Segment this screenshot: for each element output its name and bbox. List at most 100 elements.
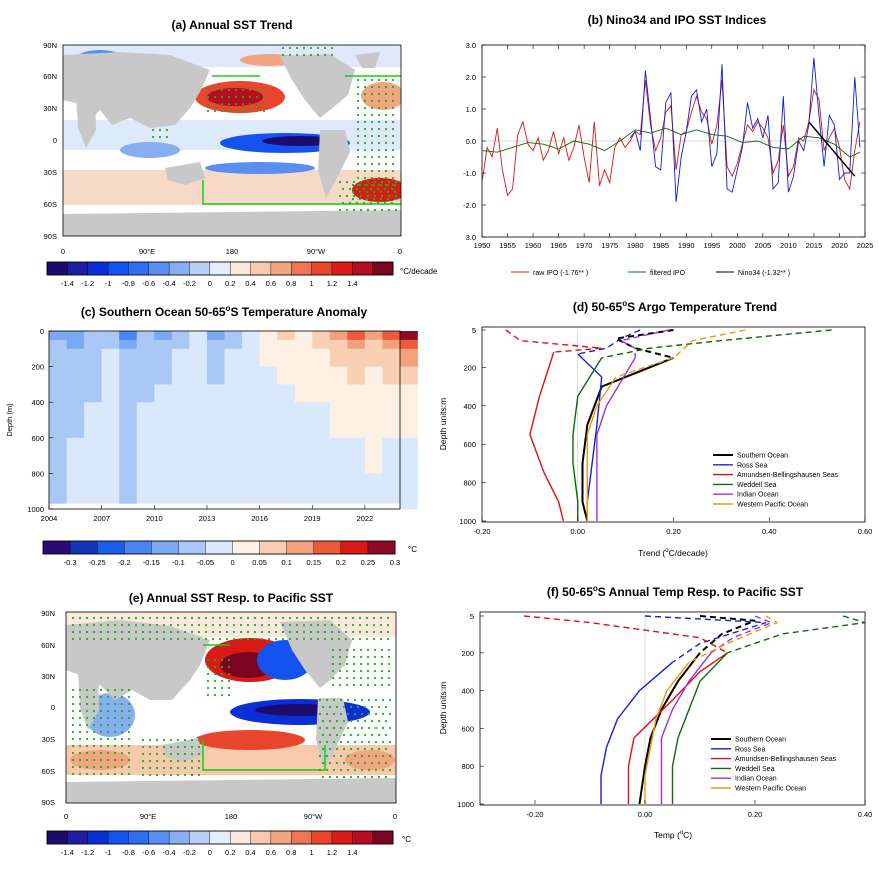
x-tick-label: 2019 xyxy=(304,514,321,523)
significance-dot xyxy=(85,716,89,720)
significance-dot xyxy=(374,726,378,730)
significance-dot xyxy=(365,190,369,194)
significance-dot xyxy=(390,187,394,191)
significance-dot xyxy=(387,676,391,680)
heatmap-cell xyxy=(206,348,225,367)
significance-dot xyxy=(113,688,117,692)
significance-dot xyxy=(281,637,285,641)
significance-dot xyxy=(384,705,388,709)
significance-dot xyxy=(183,630,187,634)
profile-line xyxy=(644,661,690,804)
heatmap-cell xyxy=(154,402,173,439)
significance-dot xyxy=(353,754,357,758)
panel-a-lon-tick: 180 xyxy=(226,247,239,256)
significance-dot xyxy=(384,148,388,152)
significance-dot xyxy=(339,740,343,744)
colorbar-label: 0.25 xyxy=(361,558,376,567)
significance-dot xyxy=(213,658,217,662)
significance-dot xyxy=(78,758,82,762)
significance-dot xyxy=(351,190,355,194)
panel-e-lon-tick: 0 xyxy=(64,812,68,821)
heatmap-cell xyxy=(364,402,383,439)
significance-dot xyxy=(120,765,124,769)
heatmap-cell xyxy=(312,437,331,474)
significance-dot xyxy=(380,194,384,198)
heatmap-cell xyxy=(400,384,418,403)
heatmap-cell xyxy=(154,366,173,385)
colorbar-label: -0.6 xyxy=(142,279,155,288)
y-tick-label: -1.0 xyxy=(463,169,476,178)
significance-dot xyxy=(321,761,325,765)
significance-dot xyxy=(337,630,341,634)
significance-dot xyxy=(353,712,357,716)
legend-raw-ipo: raw IPO (-1.76** ) xyxy=(533,270,588,277)
significance-dot xyxy=(260,630,264,634)
heatmap-cell xyxy=(189,402,208,439)
significance-dot xyxy=(120,695,124,699)
colorbar-box xyxy=(270,830,292,845)
heatmap-cell xyxy=(259,331,278,341)
significance-dot xyxy=(176,752,180,756)
panel-a-frame xyxy=(62,44,402,237)
significance-dot xyxy=(377,92,381,96)
heatmap-cell xyxy=(101,402,120,439)
heatmap-cell xyxy=(294,331,313,341)
heatmap-cell xyxy=(189,437,208,474)
significance-dot xyxy=(391,148,395,152)
significance-dot xyxy=(227,109,231,113)
significance-dot xyxy=(213,665,217,669)
significance-dot xyxy=(358,623,362,627)
significance-dot xyxy=(127,751,131,755)
panel-a-lat-tick: 0 xyxy=(53,136,57,145)
significance-dot xyxy=(71,688,75,692)
panel-a-lat-ticks: 90N 60N 30N 0 30S 60S 90S xyxy=(43,41,57,241)
heatmap-cell xyxy=(364,339,383,350)
x-tick-label: 1980 xyxy=(627,241,644,250)
significance-dot xyxy=(92,716,96,720)
colorbar-box xyxy=(372,830,394,845)
significance-dot xyxy=(148,773,152,777)
significance-dot xyxy=(366,676,370,680)
significance-dot xyxy=(370,141,374,145)
y-tick-label: 1.0 xyxy=(466,105,476,114)
heatmap-cell xyxy=(347,437,366,474)
significance-dot xyxy=(106,688,110,692)
significance-dot xyxy=(99,702,103,706)
significance-dot xyxy=(366,669,370,673)
significance-dot xyxy=(358,183,362,187)
significance-dot xyxy=(213,102,217,106)
significance-dot xyxy=(335,747,339,751)
significance-dot xyxy=(351,630,355,634)
panel-e-lon-tick: 90°E xyxy=(140,812,156,821)
heatmap-cell xyxy=(312,348,331,367)
significance-dot xyxy=(360,740,364,744)
significance-dot xyxy=(365,183,369,187)
colorbar-box xyxy=(291,261,313,276)
significance-dot xyxy=(377,747,381,751)
panel-d-title: (d) 50-65oS Argo Temperature Trend xyxy=(573,299,777,314)
significance-dot xyxy=(384,775,388,779)
significance-dot xyxy=(302,623,306,627)
significance-dot xyxy=(331,683,335,687)
significance-dot xyxy=(363,141,367,145)
heatmap-cell xyxy=(400,348,418,367)
significance-dot xyxy=(325,754,329,758)
panel-e-lat-tick: 30N xyxy=(41,672,55,681)
significance-dot xyxy=(330,616,334,620)
significance-dot xyxy=(344,637,348,641)
significance-dot xyxy=(206,672,210,676)
panel-c-ylabel: Depth (m) xyxy=(5,403,14,437)
significance-dot xyxy=(363,120,367,124)
significance-dot xyxy=(363,85,367,89)
significance-dot xyxy=(113,751,117,755)
significance-dot xyxy=(386,183,390,187)
significance-dot xyxy=(227,665,231,669)
significance-dot xyxy=(370,183,374,187)
significance-dot xyxy=(99,616,103,620)
series-line xyxy=(482,127,861,158)
heatmap-cell xyxy=(224,348,243,367)
significance-dot xyxy=(325,698,329,702)
significance-dot xyxy=(332,754,336,758)
significance-dot xyxy=(190,766,194,770)
significance-dot xyxy=(183,766,187,770)
